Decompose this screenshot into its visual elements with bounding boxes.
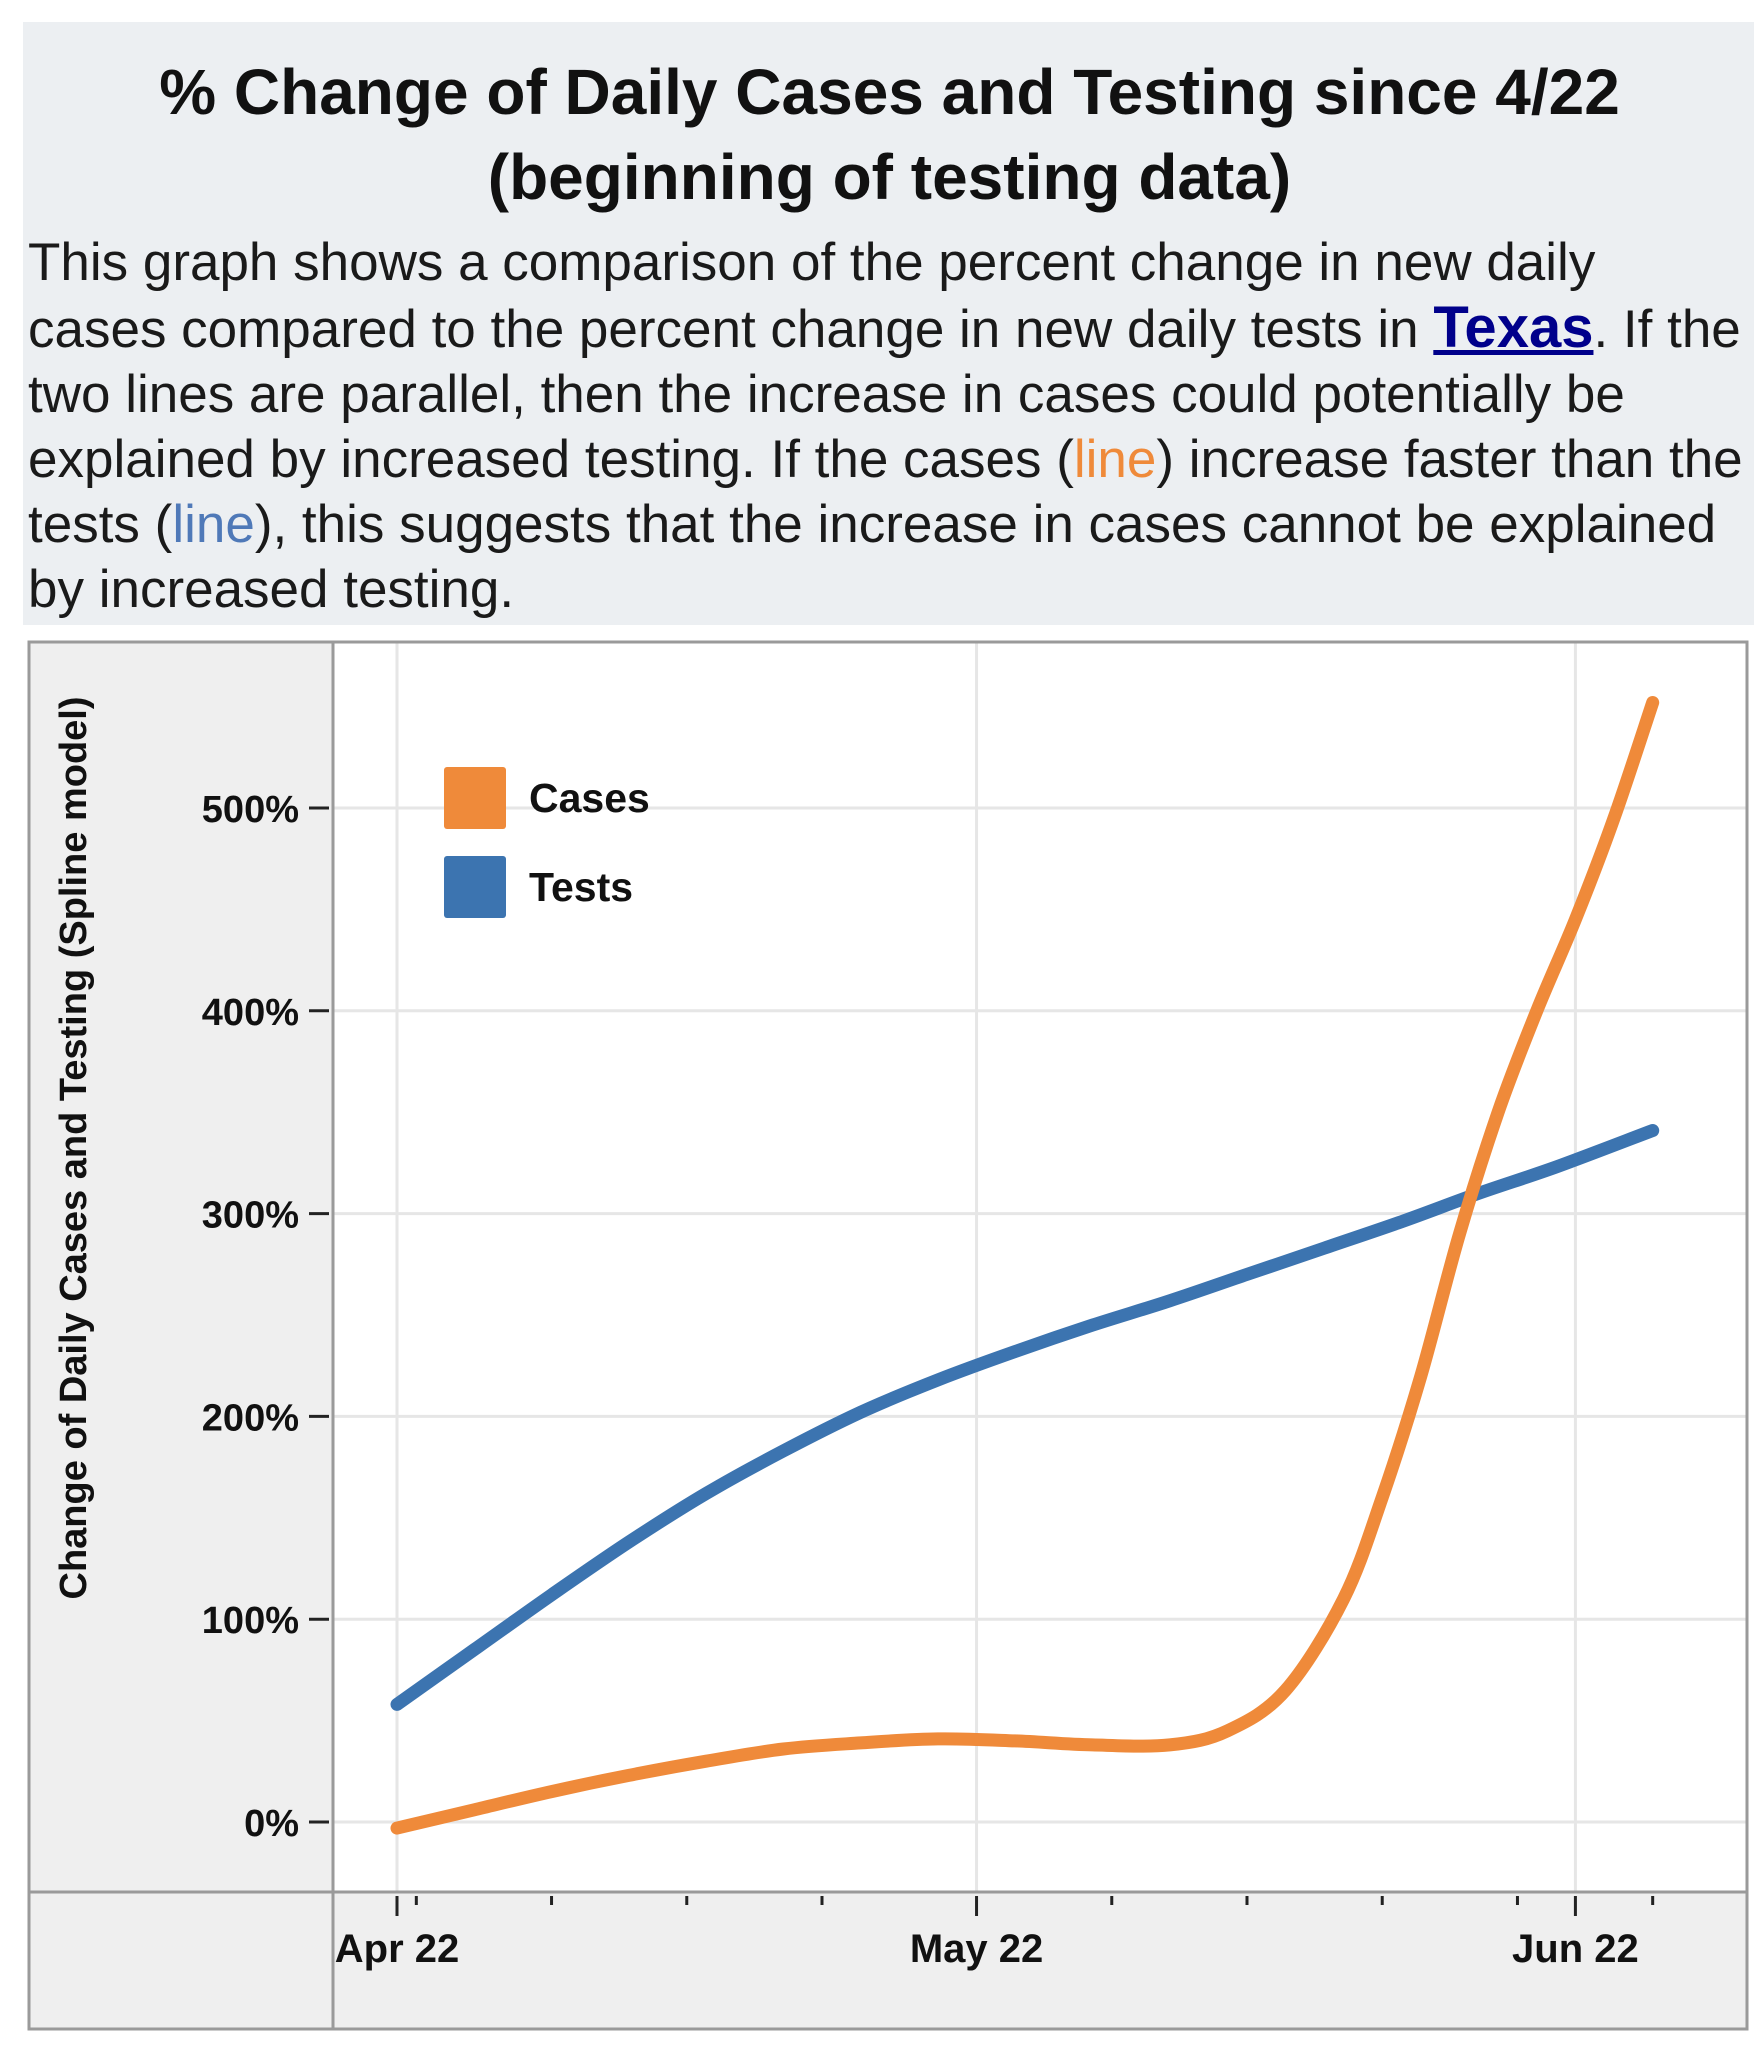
legend-label-cases: Cases [529, 775, 650, 821]
y-tick-label: 400% [202, 992, 299, 1034]
desc-cases-line-word: line [1073, 430, 1157, 489]
desc-text-4: ), this suggests that the increase in ca… [28, 495, 1717, 619]
y-tick-label: 500% [202, 789, 299, 831]
chart-description: This graph shows a comparison of the per… [28, 230, 1748, 622]
y-axis: 0% 100% 200% 300% 400% 500% [202, 789, 329, 1845]
desc-text-1: This graph shows a comparison of the per… [28, 233, 1596, 359]
y-tick-label: 100% [202, 1600, 299, 1642]
desc-tests-line-word: line [172, 495, 255, 554]
title-line-1: % Change of Daily Cases and Testing sinc… [159, 56, 1620, 128]
title-line-2: (beginning of testing data) [487, 141, 1292, 213]
series-lines [390, 696, 1660, 1835]
x-tick-label: May 22 [910, 1927, 1043, 1971]
gridlines [333, 642, 1747, 1892]
series-line-tests [390, 1124, 1660, 1711]
y-tick-label: 300% [202, 1195, 299, 1237]
plot-area [333, 642, 1747, 1892]
y-axis-label: Change of Daily Cases and Testing (Splin… [53, 696, 95, 1599]
legend-label-tests: Tests [529, 864, 633, 910]
legend: Cases Tests [444, 767, 650, 918]
desc-text-3: ) increase faster than the tests ( [28, 430, 1743, 554]
series-line-cases [390, 696, 1660, 1835]
y-axis-panel [29, 642, 333, 1892]
x-axis-panel [29, 1892, 1747, 2029]
x-tick-label: Jun 22 [1512, 1927, 1639, 1971]
chart-frame [27, 640, 1749, 2031]
y-tick-label: 200% [202, 1397, 299, 1439]
legend-swatch-tests [444, 856, 506, 918]
page-title: % Change of Daily Cases and Testing sinc… [23, 50, 1754, 220]
chart-header: % Change of Daily Cases and Testing sinc… [23, 22, 1754, 625]
x-axis: Apr 22 May 22 Jun 22 [335, 1896, 1655, 1971]
legend-swatch-cases [444, 767, 506, 829]
texas-link[interactable]: Texas [1433, 295, 1594, 360]
x-tick-label: Apr 22 [335, 1927, 460, 1971]
y-tick-label: 0% [244, 1803, 299, 1845]
desc-text-2: . If the two lines are parallel, then th… [28, 300, 1741, 489]
